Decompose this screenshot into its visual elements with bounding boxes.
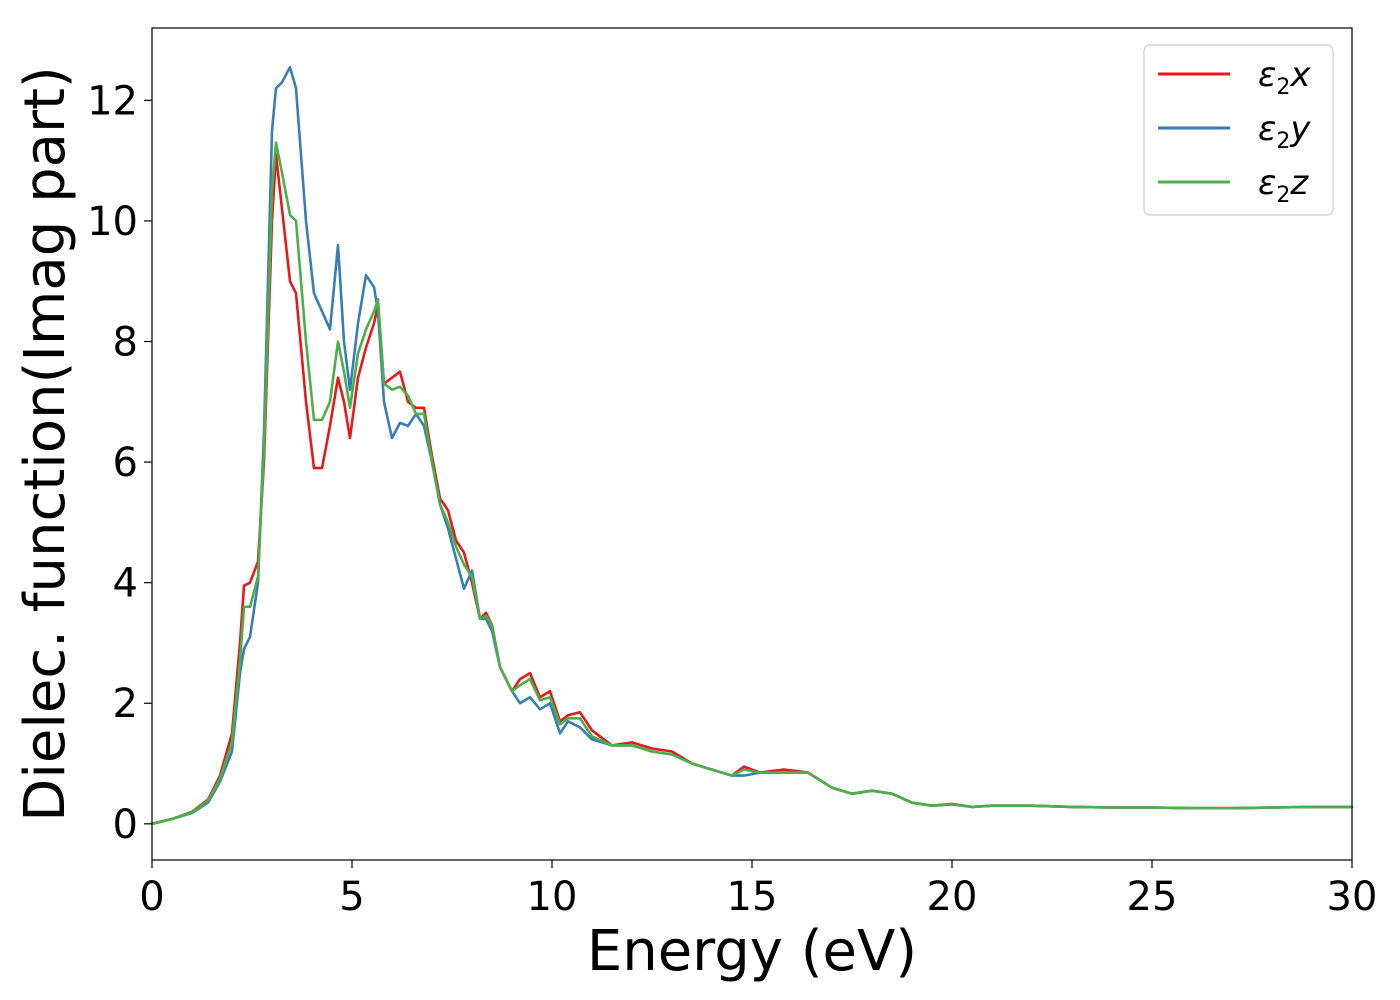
y-tick-label: 10: [87, 199, 138, 245]
x-tick-label: 15: [727, 874, 778, 920]
y-axis-title: Dielec. function(Imag part): [13, 66, 78, 822]
y-tick-label: 12: [87, 78, 138, 124]
legend-label: ε2y: [1258, 109, 1311, 154]
series-line-x: [150, 153, 1354, 826]
plot-area: [150, 65, 1354, 826]
legend-label: ε2z: [1258, 163, 1309, 208]
legend-box: [1143, 44, 1334, 216]
x-tick-label: 5: [339, 874, 364, 920]
legend: ε2x ε2y ε2z: [1143, 44, 1334, 216]
x-tick-label: 30: [1327, 874, 1378, 920]
series-line-z: [150, 141, 1354, 826]
y-tick-label: 0: [113, 802, 138, 848]
y-axis: 0 2 4 6 8 10 12: [87, 78, 152, 848]
x-axis-title: Energy (eV): [587, 919, 917, 984]
y-tick-label: 6: [113, 440, 138, 486]
x-tick-label: 25: [1127, 874, 1178, 920]
x-tick-label: 0: [139, 874, 164, 920]
legend-item-z: ε2z: [1158, 163, 1309, 208]
y-tick-label: 2: [113, 681, 138, 727]
x-tick-label: 20: [927, 874, 978, 920]
legend-item-y: ε2y: [1158, 109, 1311, 154]
x-tick-label: 10: [527, 874, 578, 920]
legend-label: ε2x: [1258, 55, 1311, 100]
x-axis: 0 5 10 15 20 25 30: [139, 860, 1377, 920]
y-tick-label: 4: [113, 561, 138, 607]
legend-item-x: ε2x: [1158, 55, 1311, 100]
y-tick-label: 8: [113, 320, 138, 366]
